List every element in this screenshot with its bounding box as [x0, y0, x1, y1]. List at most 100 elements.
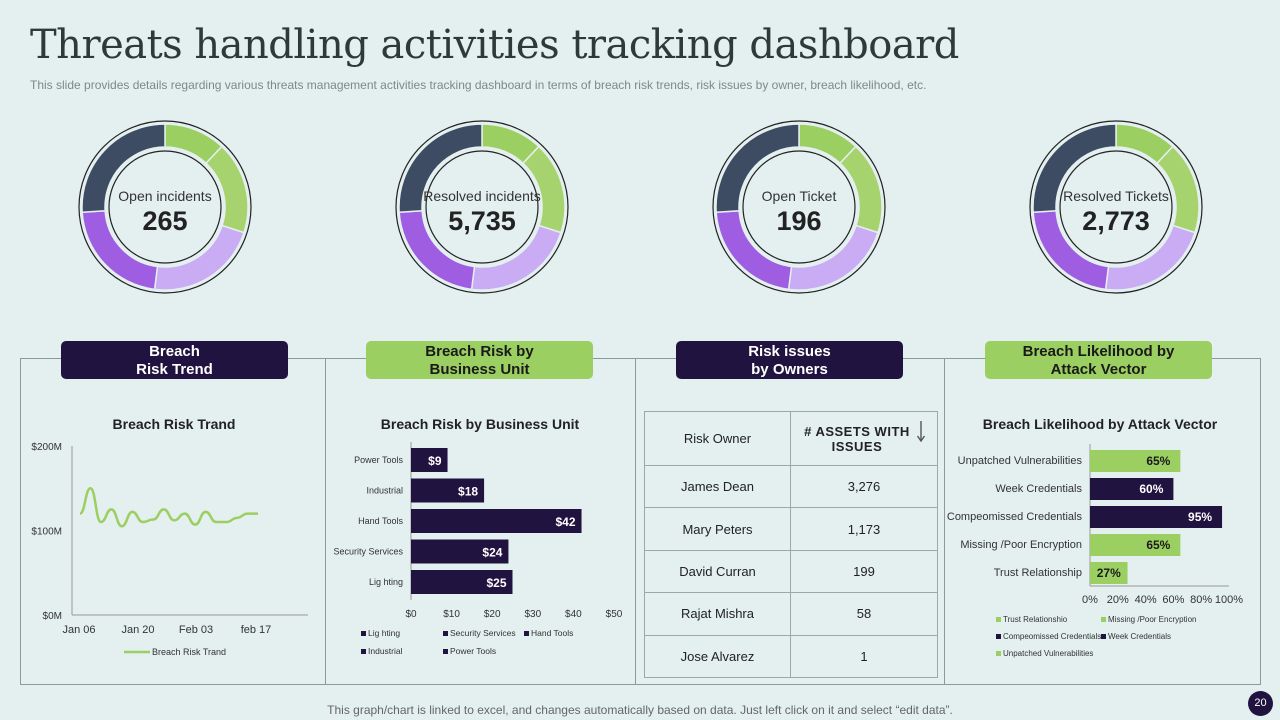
- column-header-owner[interactable]: Risk Owner: [644, 411, 791, 466]
- owner-cell: Mary Peters: [644, 507, 791, 551]
- owner-cell: Rajat Mishra: [644, 592, 791, 636]
- x-tick-label: Jan 06: [62, 624, 95, 636]
- table-row[interactable]: Jose Alvarez 1: [644, 634, 938, 679]
- legend-label: Lig hting: [368, 628, 400, 638]
- bar-value-label: $18: [458, 485, 478, 499]
- section-header-attack-vector: Breach Likelihood by Attack Vector: [985, 341, 1212, 379]
- owner-cell: James Dean: [644, 464, 791, 509]
- panel-divider: [325, 358, 326, 685]
- category-label: Lig hting: [369, 577, 403, 587]
- ring-inner-border: [1059, 150, 1173, 264]
- page-title: Threats handling activities tracking das…: [30, 22, 959, 68]
- legend-label: Trust Relationshio: [1003, 615, 1068, 624]
- table-row[interactable]: Mary Peters 1,173: [644, 507, 938, 551]
- section-header-breach-risk-trend: Breach Risk Trend: [61, 341, 288, 379]
- kpi-label: Open incidents: [118, 188, 212, 204]
- x-tick-label: 40%: [1135, 594, 1157, 606]
- series-line-breach-risk: [79, 486, 258, 528]
- legend-label: Unpatched Vulnerabilities: [1003, 649, 1093, 658]
- x-tick-label: $20: [484, 609, 501, 620]
- ring-inner-border: [742, 150, 856, 264]
- page-subtitle: This slide provides details regarding va…: [30, 78, 927, 92]
- legend-label: Missing /Poor Encryption: [1108, 615, 1196, 624]
- category-label: Missing /Poor Encryption: [960, 539, 1082, 551]
- category-label: Industrial: [366, 486, 403, 496]
- kpi-open-ticket[interactable]: Open Ticket 196: [710, 118, 888, 296]
- bar-unpatched-vulnerabilities: [1090, 450, 1181, 472]
- attack-vector-bar-chart[interactable]: 65% Unpatched Vulnerabilities 60% Week Cred…: [946, 440, 1260, 670]
- assets-cell: 58: [790, 592, 938, 636]
- kpi-ring: [395, 120, 569, 294]
- category-label: Week Credentials: [995, 483, 1082, 495]
- x-tick-label: 20%: [1107, 594, 1129, 606]
- kpi-label: Resolved Tickets: [1063, 188, 1169, 204]
- bar-missing-poor-encryption: [1090, 534, 1181, 556]
- section-header-label: Breach Risk by Business Unit: [425, 343, 534, 378]
- column-header-assets[interactable]: # ASSETS WITH ISSUES: [790, 411, 938, 466]
- ring-inner-border: [425, 150, 539, 264]
- x-tick-label: 60%: [1162, 594, 1184, 606]
- x-tick-label: Feb 03: [179, 624, 213, 636]
- category-label: Power Tools: [354, 455, 403, 465]
- ring-outer-border: [395, 120, 569, 294]
- bar-value-label: 95%: [1188, 510, 1212, 524]
- legend-swatch: [996, 634, 1001, 639]
- ring-outer-border: [1029, 120, 1203, 294]
- bar-industrial: [411, 478, 485, 503]
- bar-value-label: $25: [486, 576, 506, 590]
- sort-down-arrow-icon[interactable]: [916, 420, 926, 444]
- category-label: Compeomissed Credentials: [947, 511, 1083, 523]
- section-header-risk-owners: Risk issues by Owners: [676, 341, 903, 379]
- vector-chart-title: Breach Likelihood by Attack Vector: [982, 416, 1218, 432]
- table-row[interactable]: James Dean 3,276: [644, 464, 938, 509]
- section-header-label: Breach Likelihood by Attack Vector: [1022, 343, 1175, 378]
- bar-security-services: [411, 539, 509, 564]
- table-header-row: Risk Owner # ASSETS WITH ISSUES: [644, 411, 938, 466]
- y-tick-label: $200M: [31, 442, 62, 453]
- business-unit-bar-chart[interactable]: $9 Power Tools $18 Industrial $42 Hand Tools $…: [327, 440, 635, 680]
- kpi-resolved-incidents[interactable]: Resolved incidents 5,735: [393, 118, 571, 296]
- table-row[interactable]: Rajat Mishra 58: [644, 592, 938, 636]
- x-tick-label: $30: [524, 609, 541, 620]
- legend-label: Industrial: [368, 646, 403, 656]
- panel-divider: [944, 358, 945, 685]
- table-row[interactable]: David Curran 199: [644, 549, 938, 594]
- legend-label: Week Credentials: [1108, 632, 1171, 641]
- kpi-ring: [1029, 120, 1203, 294]
- legend-swatch: [996, 651, 1001, 656]
- kpi-label: Resolved incidents: [423, 188, 541, 204]
- ring-segment-slate: [81, 123, 166, 214]
- section-header-business-unit: Breach Risk by Business Unit: [366, 341, 593, 379]
- panels-frame: [20, 358, 1261, 685]
- bar-power-tools: [411, 448, 448, 472]
- legend-swatch: [361, 649, 366, 654]
- bar-value-label: $42: [555, 515, 575, 529]
- kpi-value: 265: [142, 206, 188, 236]
- category-label: Unpatched Vulnerabilities: [958, 455, 1083, 467]
- legend-label: Breach Risk Trand: [152, 647, 226, 657]
- y-tick-label: $0M: [43, 611, 62, 622]
- x-tick-label: 0%: [1082, 594, 1098, 606]
- legend-swatch: [1101, 617, 1106, 622]
- legend-label: Security Services: [450, 628, 516, 638]
- assets-header-label: # ASSETS WITH ISSUES: [804, 423, 910, 454]
- x-tick-label: $0: [405, 609, 417, 620]
- owner-cell: Jose Alvarez: [644, 634, 791, 679]
- kpi-open-incidents[interactable]: Open incidents 265: [76, 118, 254, 296]
- bar-value-label: 60%: [1139, 482, 1163, 496]
- section-header-label: Breach Risk Trend: [136, 343, 213, 378]
- assets-cell: 1: [790, 634, 938, 679]
- kpi-value: 2,773: [1082, 206, 1150, 236]
- assets-cell: 199: [790, 549, 938, 594]
- ring-segment-slate: [715, 123, 800, 214]
- category-label: Trust Relationship: [994, 567, 1082, 579]
- kpi-resolved-tickets[interactable]: Resolved Tickets 2,773: [1027, 118, 1205, 296]
- legend-label: Power Tools: [450, 646, 496, 656]
- bar-compeomissed-credentials: [1090, 506, 1223, 528]
- x-tick-label: Jan 20: [121, 624, 154, 636]
- assets-cell: 1,173: [790, 507, 938, 551]
- breach-risk-trend-chart[interactable]: $0M $100M $200M Jan 06 Jan 20 Feb 03 feb 17 Bre…: [22, 430, 322, 670]
- ring-outer-border: [712, 120, 886, 294]
- bar-value-label: 27%: [1097, 566, 1121, 580]
- section-header-label: Risk issues by Owners: [748, 343, 831, 378]
